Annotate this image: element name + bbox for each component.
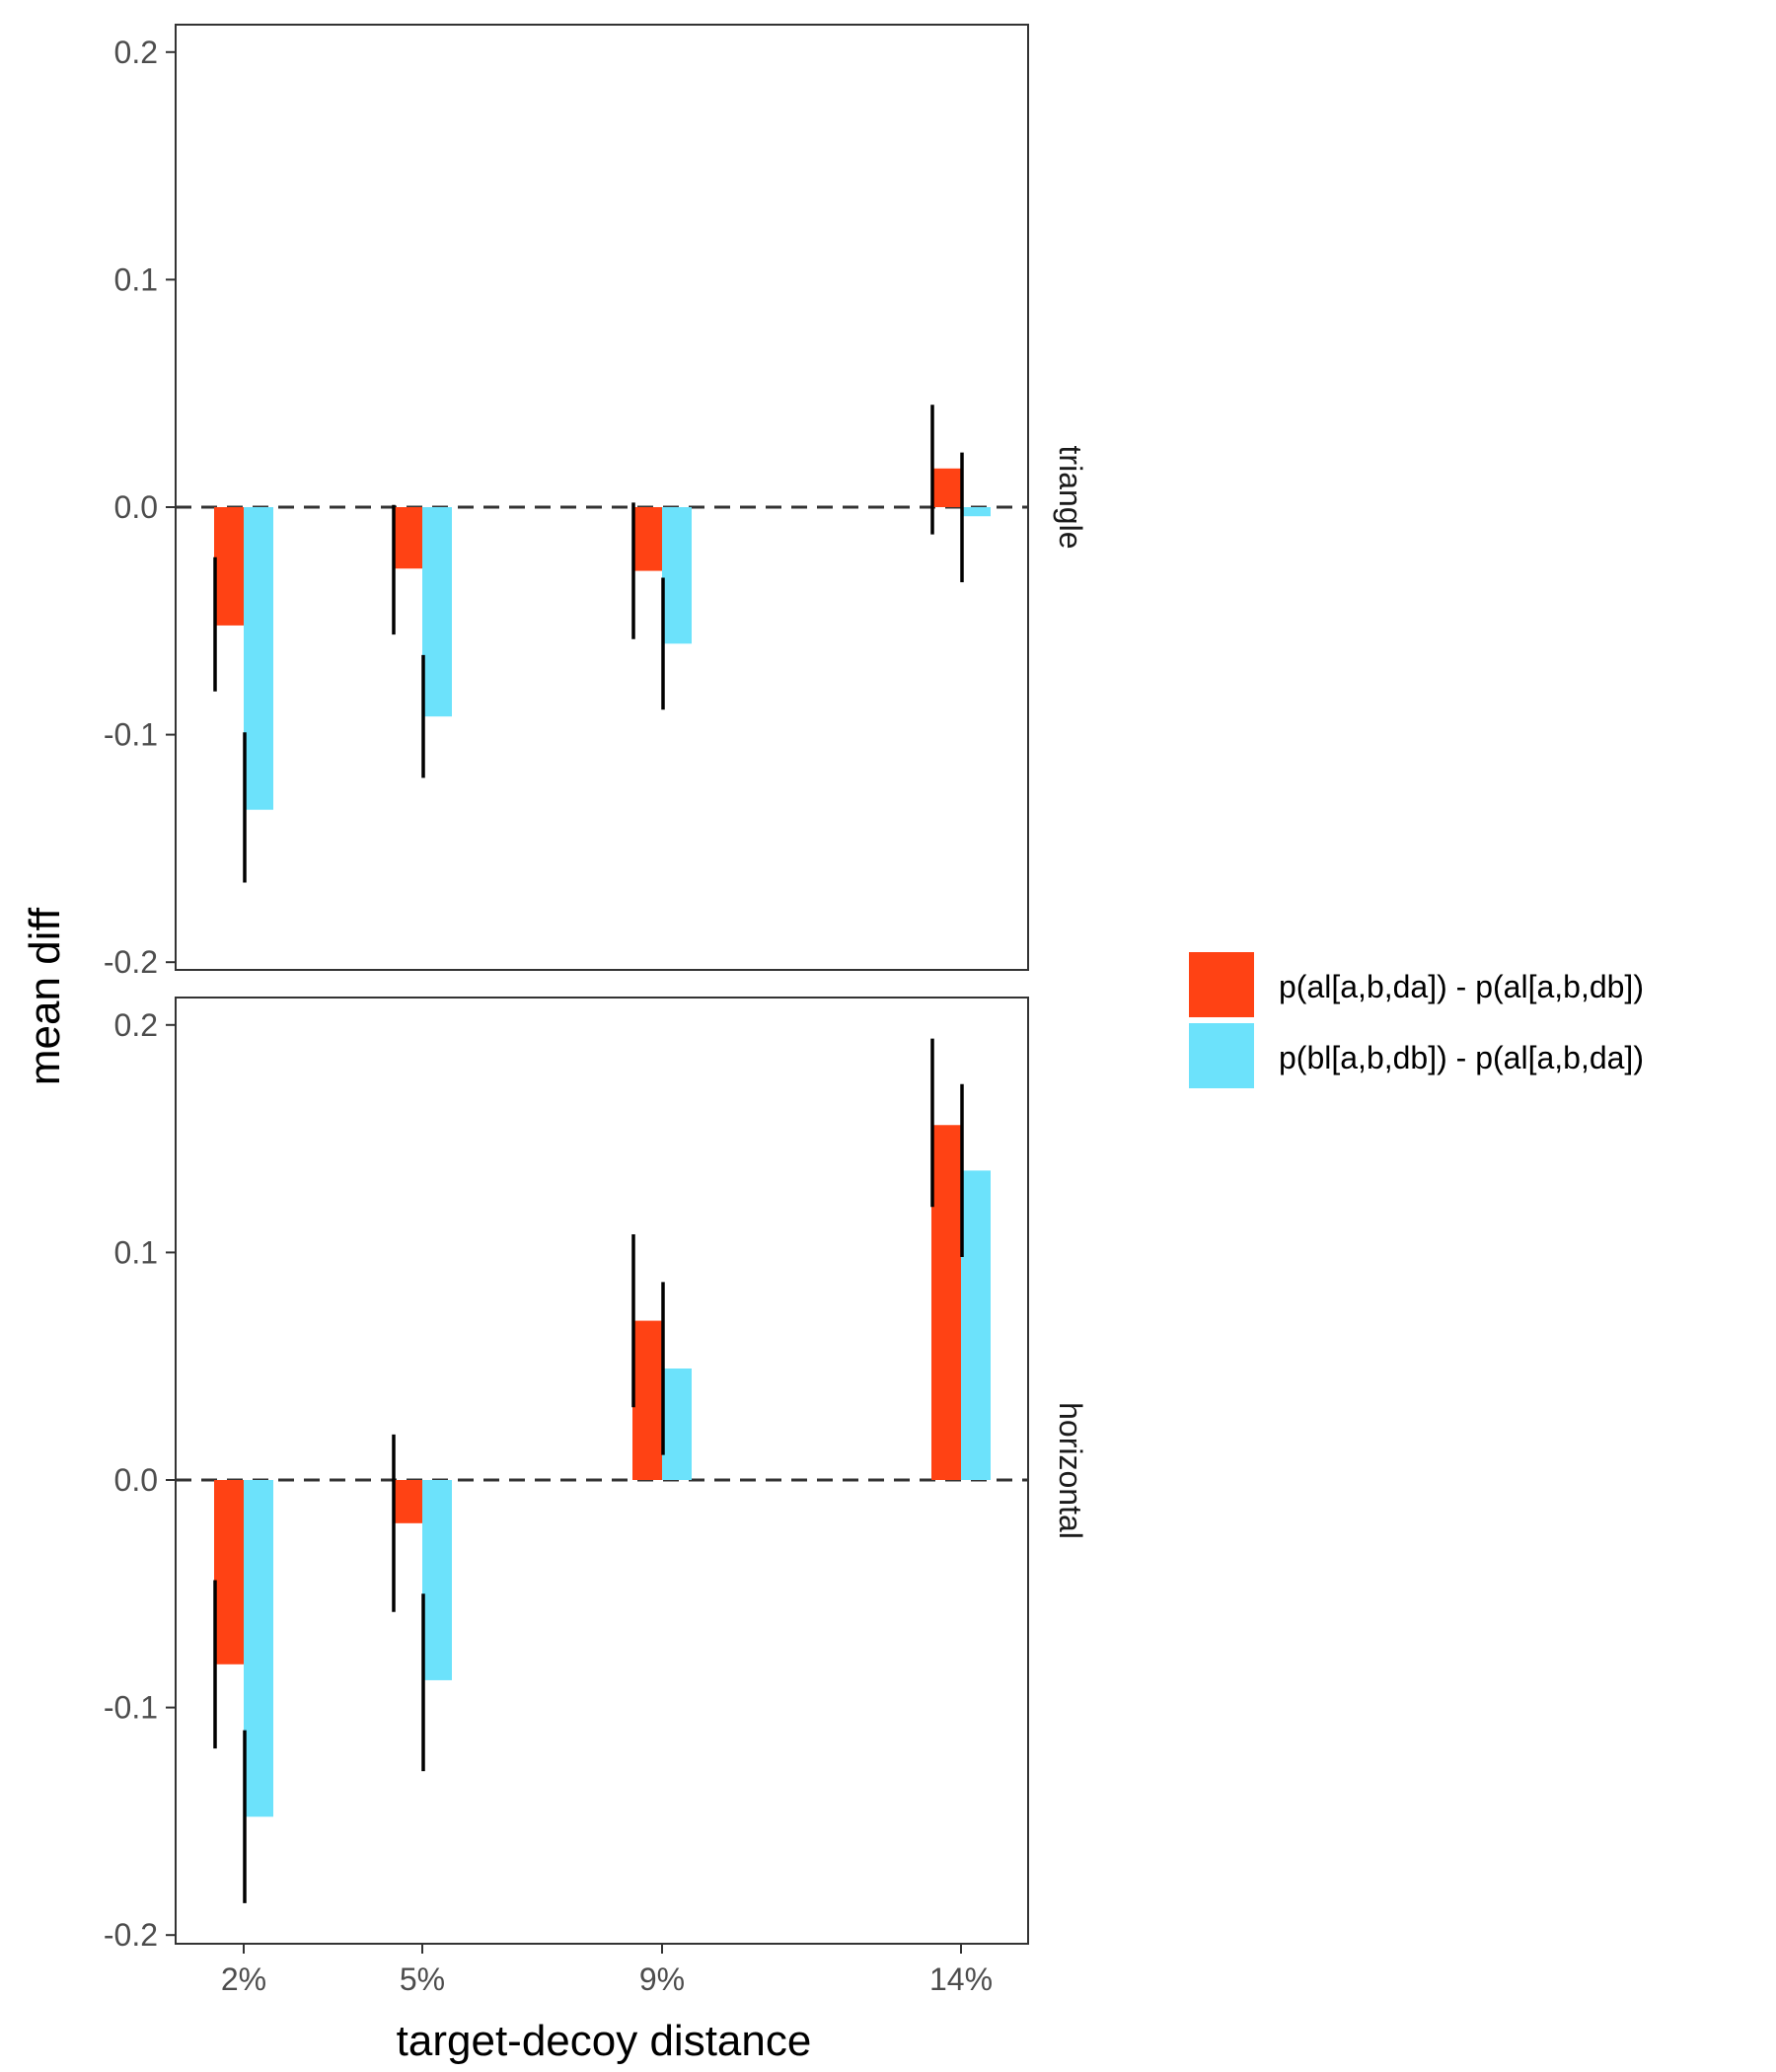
panel-frame bbox=[175, 24, 1029, 971]
legend-key-cyan bbox=[1189, 1023, 1254, 1088]
y-tick-label: 0.1 bbox=[114, 261, 158, 297]
y-tick-label: 0.0 bbox=[114, 1462, 158, 1498]
x-tick-label: 14% bbox=[929, 1961, 993, 1997]
bar-red bbox=[632, 507, 662, 571]
x-tick-label: 5% bbox=[400, 1961, 445, 1997]
x-axis: 2% 5% 9% 14% bbox=[221, 1944, 993, 1997]
bar-red bbox=[214, 507, 244, 626]
bar-red bbox=[214, 1480, 244, 1665]
legend-key-red bbox=[1189, 952, 1254, 1017]
panel-frame bbox=[175, 997, 1029, 1945]
bar-cyan bbox=[422, 1480, 452, 1680]
bar-red bbox=[632, 1320, 662, 1480]
x-axis-title: target-decoy distance bbox=[397, 2017, 812, 2065]
y-tick-label: -0.2 bbox=[104, 1917, 158, 1953]
bar-red bbox=[393, 507, 422, 569]
panel-horizontal: 0.2 0.1 0.0 -0.1 -0.2 horizontal bbox=[104, 997, 1088, 1953]
legend-label-0: p(al[a,b,da]) - p(al[a,b,db]) bbox=[1279, 969, 1644, 1004]
legend: p(al[a,b,da]) - p(al[a,b,db]) p(bl[a,b,d… bbox=[1189, 952, 1644, 1088]
y-tick-label: 0.2 bbox=[114, 1007, 158, 1043]
y-axis-title: mean diff bbox=[21, 907, 69, 1085]
bar-cyan bbox=[961, 507, 991, 517]
bar-red bbox=[931, 1125, 961, 1480]
bar-cyan bbox=[662, 507, 692, 644]
strip-label-horizontal: horizontal bbox=[1053, 1402, 1088, 1539]
bar-cyan bbox=[244, 507, 273, 810]
y-tick-label: -0.1 bbox=[104, 1690, 158, 1726]
panel-triangle: 0.2 0.1 0.0 -0.1 -0.2 triangle bbox=[104, 24, 1088, 980]
y-tick-label: -0.1 bbox=[104, 717, 158, 753]
bar-red bbox=[931, 468, 961, 507]
bar-cyan bbox=[662, 1369, 692, 1480]
y-tick-label: 0.2 bbox=[114, 35, 158, 70]
bar-cyan bbox=[961, 1170, 991, 1480]
y-tick-label: 0.0 bbox=[114, 489, 158, 525]
bar-red bbox=[393, 1480, 422, 1523]
x-tick-label: 2% bbox=[221, 1961, 266, 1997]
legend-label-1: p(bl[a,b,db]) - p(al[a,b,da]) bbox=[1279, 1040, 1644, 1075]
y-tick-label: 0.1 bbox=[114, 1234, 158, 1270]
x-tick-label: 9% bbox=[639, 1961, 685, 1997]
strip-label-triangle: triangle bbox=[1053, 446, 1088, 550]
bar-cyan bbox=[244, 1480, 273, 1817]
y-tick-label: -0.2 bbox=[104, 944, 158, 980]
bar-cyan bbox=[422, 507, 452, 717]
